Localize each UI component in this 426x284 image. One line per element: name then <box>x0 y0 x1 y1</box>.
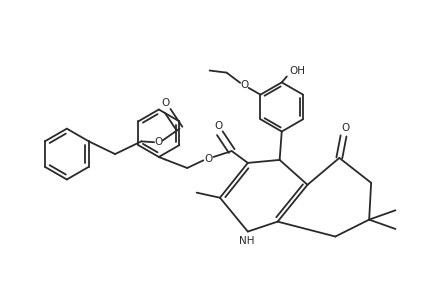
Text: O: O <box>240 80 248 90</box>
Text: O: O <box>161 98 170 108</box>
Text: NH: NH <box>239 236 255 246</box>
Text: O: O <box>341 123 349 133</box>
Text: O: O <box>154 137 162 147</box>
Text: O: O <box>204 154 213 164</box>
Text: O: O <box>214 121 222 131</box>
Text: OH: OH <box>289 66 305 76</box>
